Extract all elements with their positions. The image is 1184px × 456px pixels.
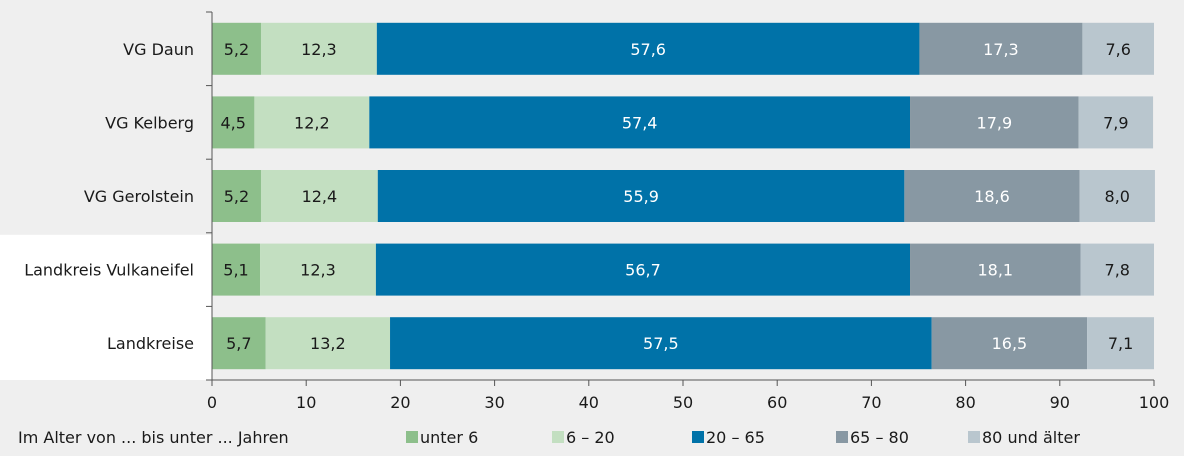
data-label: 12,4 — [302, 187, 338, 206]
x-axis: 0 10 20 30 40 50 60 70 80 90 100 — [206, 11, 1170, 412]
x-tick-label: 50 — [673, 393, 693, 412]
bar-segment — [369, 96, 911, 149]
bar-segment — [260, 22, 377, 75]
bar-segment — [376, 22, 920, 75]
data-label: 12,3 — [300, 261, 336, 280]
legend-swatch — [692, 431, 704, 443]
value-labels: 5,2 12,3 57,6 17,3 7,6 4,5 12,2 57,4 17,9 7,9 5,2 1… — [220, 40, 1133, 353]
data-label: 56,7 — [625, 261, 661, 280]
data-label: 17,9 — [977, 113, 1013, 132]
bar-segment — [212, 317, 266, 370]
data-label: 12,2 — [294, 113, 330, 132]
bar-segment — [910, 243, 1081, 296]
data-label: 7,8 — [1105, 261, 1130, 280]
data-label: 7,6 — [1105, 40, 1130, 59]
bar-segment — [931, 317, 1088, 370]
legend-swatch — [552, 431, 564, 443]
legend-swatch — [836, 431, 848, 443]
bar-segment — [919, 22, 1083, 75]
legend-swatch — [406, 431, 418, 443]
x-tick-label: 20 — [390, 393, 410, 412]
legend-label: 20 – 65 — [706, 428, 765, 447]
data-label: 18,6 — [974, 187, 1010, 206]
x-tick-label: 0 — [207, 393, 217, 412]
x-tick-label: 60 — [767, 393, 787, 412]
data-label: 57,5 — [643, 334, 679, 353]
legend-label: 65 – 80 — [850, 428, 909, 447]
data-label: 57,4 — [622, 113, 658, 132]
bar-segment — [265, 317, 391, 370]
legend-title: Im Alter von ... bis unter ... Jahren — [18, 428, 289, 447]
bars — [212, 22, 1155, 370]
data-label: 4,5 — [220, 113, 245, 132]
x-tick-label: 100 — [1139, 393, 1170, 412]
data-label: 55,9 — [623, 187, 659, 206]
data-label: 12,3 — [301, 40, 337, 59]
bar-segment — [377, 170, 905, 222]
category-labels: VG Daun VG Kelberg VG Gerolstein Landkreis … — [24, 40, 194, 353]
category-label: VG Daun — [123, 40, 194, 59]
category-label: Landkreise — [107, 334, 194, 353]
data-label: 17,3 — [983, 40, 1019, 59]
bar-segment — [212, 22, 261, 75]
bar-segment — [390, 317, 932, 370]
data-label: 7,9 — [1103, 113, 1128, 132]
bar-segment — [1082, 22, 1154, 75]
legend: Im Alter von ... bis unter ... Jahren unt… — [18, 428, 1080, 447]
bar-segment — [375, 243, 911, 296]
data-label: 5,1 — [223, 261, 248, 280]
legend-label: 6 – 20 — [566, 428, 615, 447]
data-label: 18,1 — [977, 261, 1013, 280]
legend-swatch — [968, 431, 980, 443]
bar-segment — [1080, 243, 1154, 296]
data-label: 8,0 — [1105, 187, 1130, 206]
category-label: VG Kelberg — [105, 113, 194, 132]
bar-segment — [260, 170, 378, 222]
bar-segment — [260, 243, 376, 296]
bar-segment — [1079, 170, 1155, 222]
data-label: 16,5 — [992, 334, 1028, 353]
x-tick-label: 80 — [955, 393, 975, 412]
data-label: 13,2 — [310, 334, 346, 353]
data-label: 5,7 — [226, 334, 251, 353]
bar-segment — [1087, 317, 1154, 370]
category-label: Landkreis Vulkaneifel — [24, 261, 194, 280]
bar-segment — [254, 96, 370, 149]
bar-segment — [212, 96, 255, 149]
legend-label: 80 und älter — [982, 428, 1080, 447]
x-tick-label: 30 — [484, 393, 504, 412]
bar-segment — [212, 243, 261, 296]
x-tick-label: 90 — [1050, 393, 1070, 412]
category-label: VG Gerolstein — [84, 187, 194, 206]
chart-background — [0, 234, 212, 380]
bar-segment — [212, 170, 261, 222]
x-tick-label: 40 — [579, 393, 599, 412]
data-label: 57,6 — [630, 40, 666, 59]
data-label: 7,1 — [1108, 334, 1133, 353]
bar-segment — [910, 96, 1079, 149]
legend-label: unter 6 — [420, 428, 478, 447]
x-tick-label: 70 — [861, 393, 881, 412]
data-label: 5,2 — [224, 40, 249, 59]
data-label: 5,2 — [224, 187, 249, 206]
highlight-background — [0, 234, 212, 380]
x-tick-label: 10 — [296, 393, 316, 412]
bar-segment — [904, 170, 1080, 222]
bar-segment — [1078, 96, 1154, 149]
